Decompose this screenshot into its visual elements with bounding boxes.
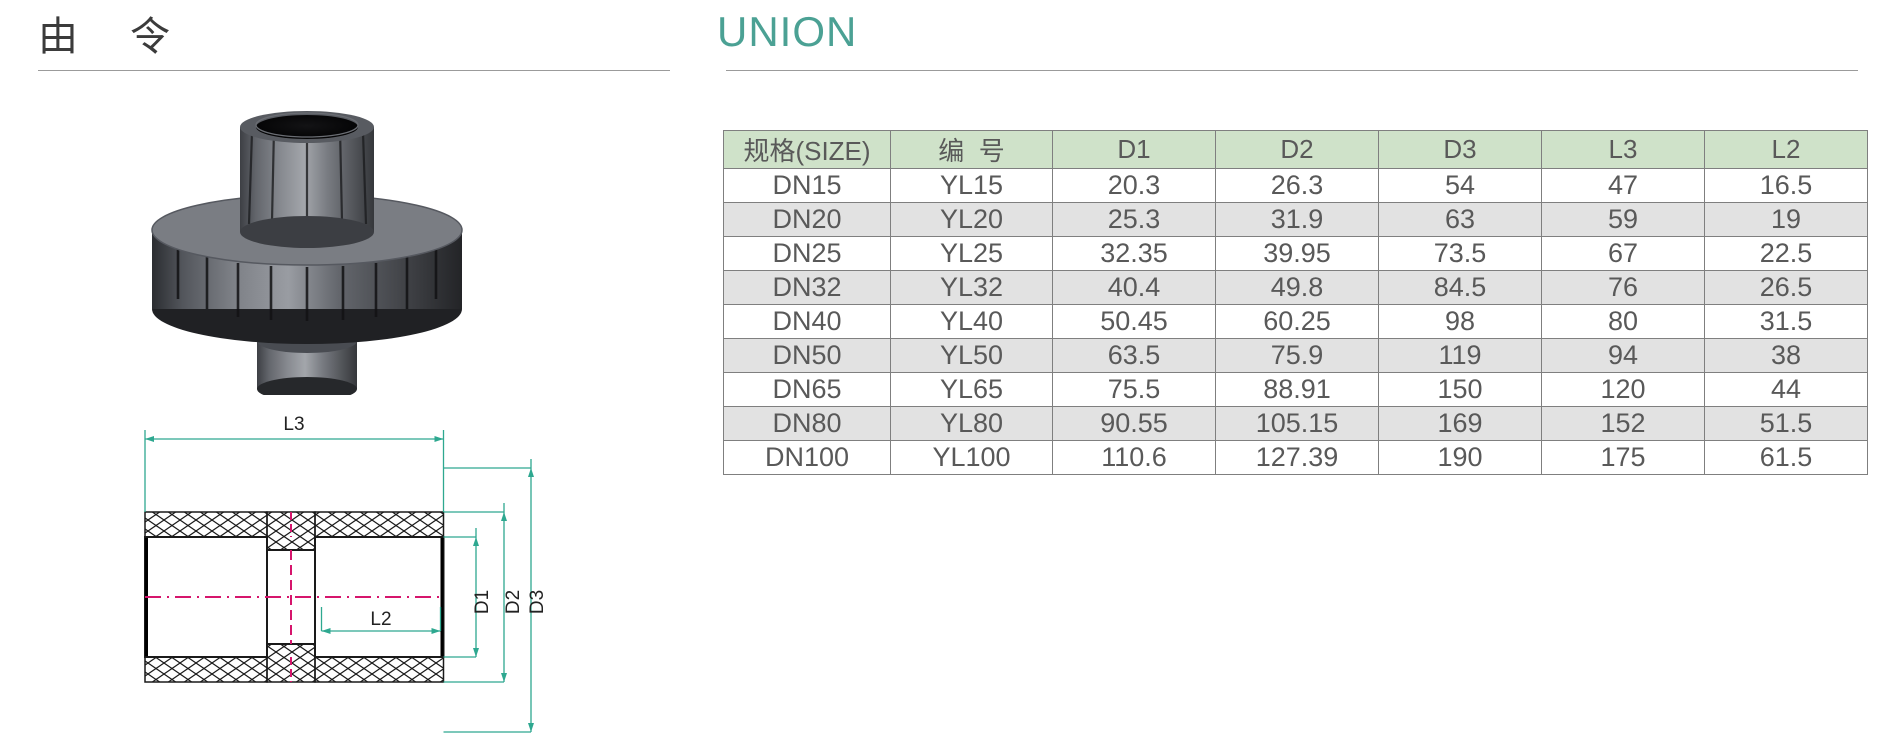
svg-text:D3: D3 <box>527 590 548 614</box>
svg-text:D2: D2 <box>503 590 524 614</box>
svg-text:L3: L3 <box>283 414 304 435</box>
svg-text:D1: D1 <box>472 590 493 614</box>
svg-text:L2: L2 <box>370 609 391 630</box>
